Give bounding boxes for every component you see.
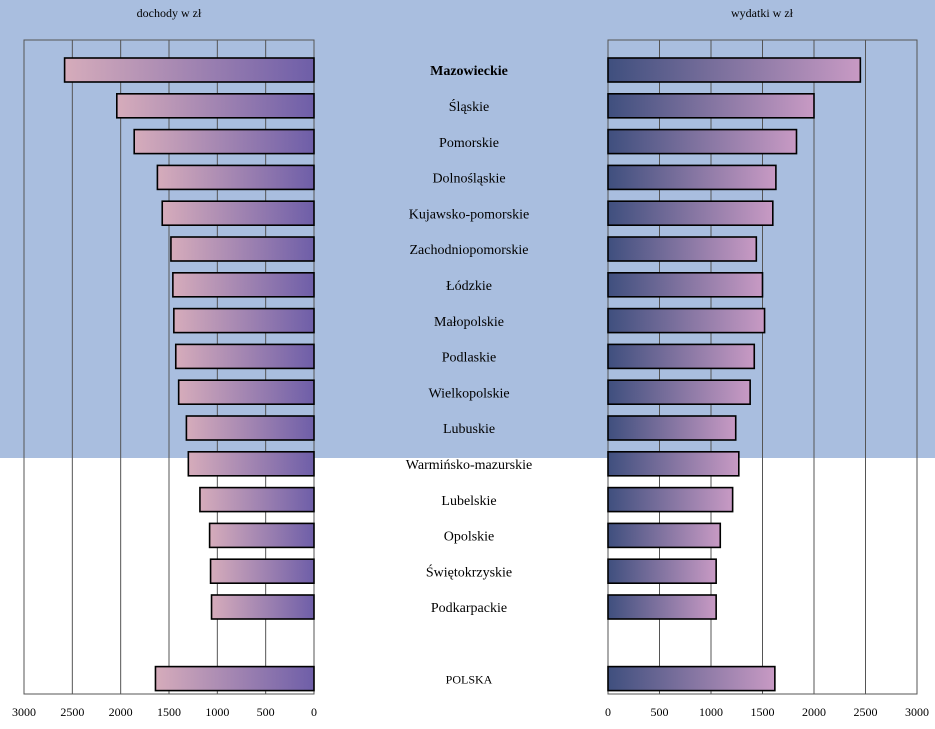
bar — [185, 415, 315, 441]
x-tick-label: 500 — [651, 705, 669, 719]
bar — [607, 93, 815, 119]
category-label: Lubelskie — [441, 494, 496, 509]
axis-title: wydatki w zł — [731, 6, 794, 20]
bar — [607, 522, 722, 549]
category-label: Mazowieckie — [430, 64, 508, 79]
bar — [607, 236, 758, 262]
bar — [161, 200, 315, 226]
category-label: POLSKA — [446, 672, 493, 686]
bar — [210, 594, 315, 620]
bar — [209, 558, 315, 585]
x-tick-label: 1000 — [205, 705, 229, 719]
x-tick-label: 0 — [605, 705, 611, 719]
category-label: Warmińsko-mazurskie — [406, 458, 532, 473]
x-tick-label: 2500 — [60, 705, 84, 719]
category-label: Świętokrzyskie — [426, 563, 512, 580]
bar — [187, 450, 315, 477]
bar — [172, 271, 315, 298]
axis-title: dochody w zł — [137, 6, 202, 20]
x-tick-label: 3000 — [12, 705, 36, 719]
bar — [607, 594, 717, 620]
category-label: Podlaskie — [442, 351, 496, 366]
x-tick-label: 2500 — [854, 705, 878, 719]
x-tick-label: 2000 — [802, 705, 826, 719]
bar — [174, 343, 315, 370]
x-tick-label: 0 — [311, 705, 317, 719]
x-tick-label: 1000 — [699, 705, 723, 719]
category-label: Małopolskie — [434, 315, 504, 330]
bar — [607, 57, 862, 83]
bar — [607, 164, 777, 191]
category-label: Zachodniopomorskie — [410, 243, 529, 258]
bar — [177, 379, 315, 406]
category-label: Pomorskie — [439, 136, 499, 151]
x-tick-label: 1500 — [157, 705, 181, 719]
bar — [607, 558, 717, 585]
category-label: Opolskie — [444, 530, 495, 545]
bar — [607, 343, 756, 370]
bar — [199, 486, 315, 513]
bar — [63, 57, 315, 83]
x-tick-label: 1500 — [751, 705, 775, 719]
bar — [607, 128, 798, 155]
category-label: Łódzkie — [446, 279, 492, 294]
bar — [116, 93, 315, 119]
bar — [154, 665, 315, 692]
category-label: Lubuskie — [443, 422, 495, 437]
bar — [156, 164, 315, 191]
bar — [173, 307, 315, 334]
x-tick-label: 2000 — [109, 705, 133, 719]
bar — [607, 665, 776, 692]
bar — [607, 486, 734, 513]
bar — [208, 522, 315, 549]
bar — [607, 307, 766, 334]
category-label: Wielkopolskie — [428, 386, 509, 401]
category-label: Dolnośląskie — [432, 172, 505, 187]
category-label: Śląskie — [449, 98, 489, 115]
x-tick-label: 500 — [257, 705, 275, 719]
bar — [133, 128, 315, 155]
bar — [607, 379, 751, 406]
bar — [607, 271, 764, 298]
category-label: Kujawsko-pomorskie — [409, 207, 530, 222]
bar — [170, 236, 315, 262]
category-label: Podkarpackie — [431, 601, 507, 616]
bar — [607, 415, 737, 441]
x-tick-label: 3000 — [905, 705, 929, 719]
bar — [607, 450, 740, 477]
bar — [607, 200, 774, 226]
